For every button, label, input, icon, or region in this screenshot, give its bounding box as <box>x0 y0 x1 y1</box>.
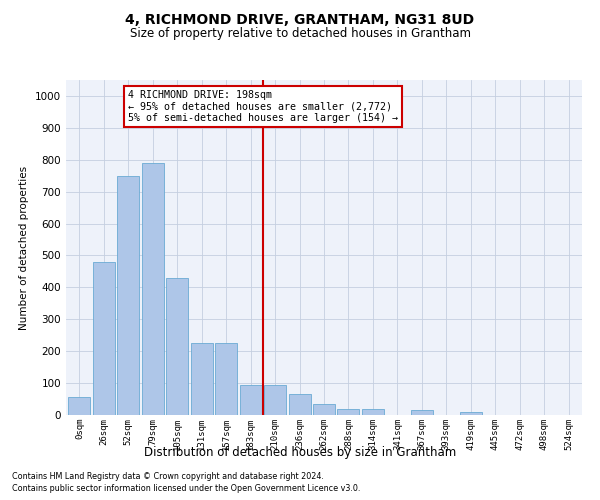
Text: Size of property relative to detached houses in Grantham: Size of property relative to detached ho… <box>130 28 470 40</box>
Text: 4, RICHMOND DRIVE, GRANTHAM, NG31 8UD: 4, RICHMOND DRIVE, GRANTHAM, NG31 8UD <box>125 12 475 26</box>
Text: Distribution of detached houses by size in Grantham: Distribution of detached houses by size … <box>144 446 456 459</box>
Bar <box>215 343 237 415</box>
Bar <box>118 176 139 415</box>
Text: 4 RICHMOND DRIVE: 198sqm
← 95% of detached houses are smaller (2,772)
5% of semi: 4 RICHMOND DRIVE: 198sqm ← 95% of detach… <box>128 90 398 123</box>
Bar <box>166 278 188 415</box>
Bar <box>460 412 482 415</box>
Bar <box>68 398 91 415</box>
Bar <box>289 394 311 415</box>
Bar <box>191 343 213 415</box>
Text: Contains HM Land Registry data © Crown copyright and database right 2024.: Contains HM Land Registry data © Crown c… <box>12 472 324 481</box>
Bar <box>362 408 384 415</box>
Bar <box>411 410 433 415</box>
Bar <box>239 384 262 415</box>
Bar <box>142 163 164 415</box>
Bar <box>313 404 335 415</box>
Bar <box>264 384 286 415</box>
Y-axis label: Number of detached properties: Number of detached properties <box>19 166 29 330</box>
Bar <box>93 262 115 415</box>
Text: Contains public sector information licensed under the Open Government Licence v3: Contains public sector information licen… <box>12 484 361 493</box>
Bar <box>337 408 359 415</box>
